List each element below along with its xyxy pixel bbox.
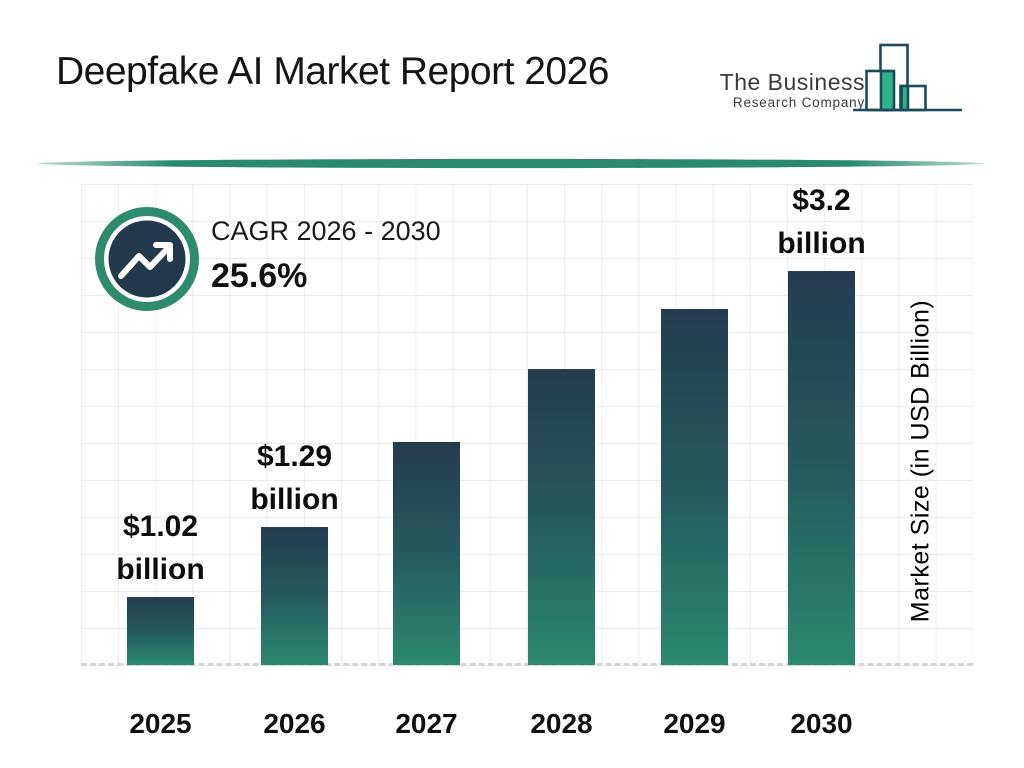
company-logo-text: The Business Research Company [690, 70, 865, 111]
bar-chart-logo-icon [853, 43, 962, 112]
bar-2029 [661, 309, 728, 665]
bar-2028 [528, 369, 595, 665]
logo-name: The Business [719, 69, 865, 95]
x-tick-label: 2027 [395, 708, 458, 739]
bar-2025 [127, 597, 194, 665]
company-logo: The Business Research Company [690, 38, 990, 120]
chart-baseline [81, 663, 973, 666]
bar-value-label: $1.02 billion [116, 510, 205, 586]
cagr-value: 25.6% [211, 257, 308, 295]
divider-line [38, 158, 984, 169]
x-tick-label: 2028 [530, 708, 593, 739]
bar-2030 [788, 271, 855, 665]
trend-up-icon [118, 242, 173, 279]
bar-2027 [393, 442, 460, 665]
x-tick-label: 2025 [129, 708, 192, 739]
logo-subname: Research Company [732, 95, 865, 110]
cagr-period-label: CAGR 2026 - 2030 [211, 216, 441, 246]
bar-2026 [261, 527, 328, 665]
cagr-badge [95, 207, 199, 311]
x-tick-label: 2026 [263, 708, 326, 739]
x-tick-label: 2030 [790, 708, 853, 739]
bar-value-label: $3.2 billion [777, 184, 866, 260]
bar-value-label: $1.29 billion [250, 440, 339, 516]
x-tick-label: 2029 [663, 708, 726, 739]
page-title: Deepfake AI Market Report 2026 [56, 50, 610, 93]
y-axis-label: Market Size (in USD Billion) [906, 299, 935, 623]
